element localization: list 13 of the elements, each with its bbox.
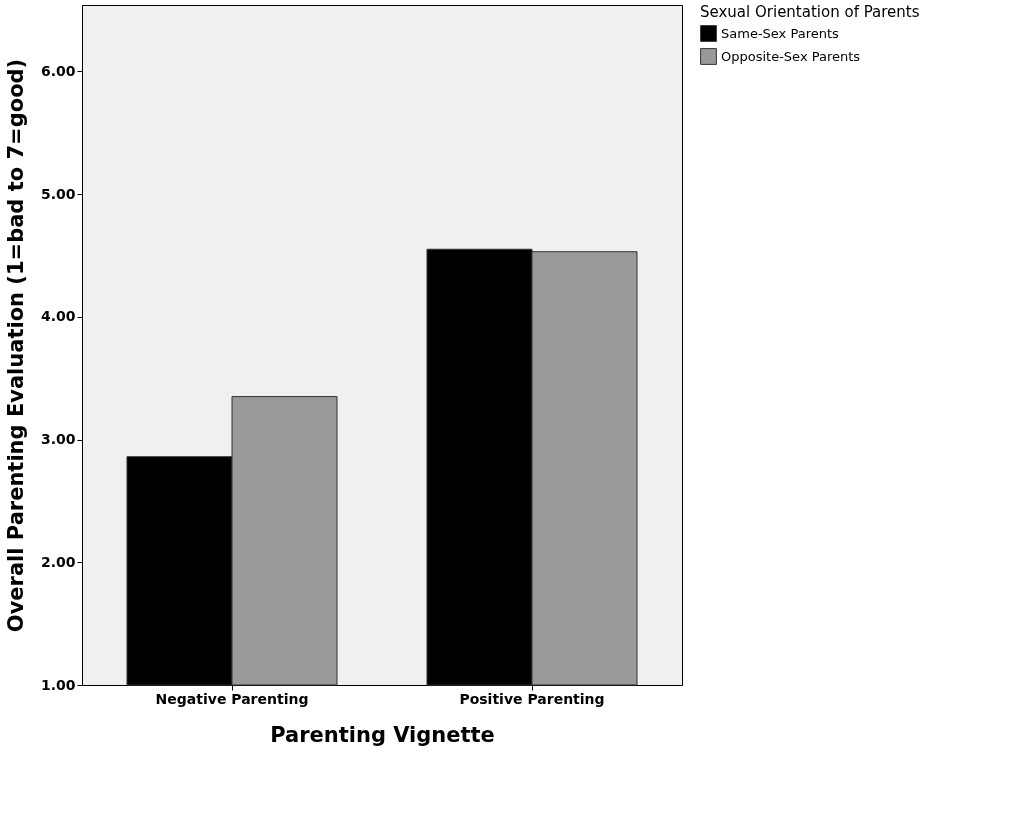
x-tick-label: Negative Parenting [155,690,309,707]
y-tick-label: 2.00 [40,553,76,570]
legend-label: Opposite-Sex Parents [721,48,861,64]
y-tick-label: 4.00 [40,308,76,325]
y-axis-title: Overall Parenting Evaluation (1=bad to 7=good) [3,58,28,633]
y-tick-label: 6.00 [40,62,76,79]
y-tick-label: 1.00 [40,676,76,693]
y-tick-label: 3.00 [40,431,76,448]
legend-title: Sexual Orientation of Parents [700,3,920,21]
legend-label: Same-Sex Parents [721,25,840,41]
x-tick-label: Positive Parenting [459,690,605,707]
y-tick-label: 5.00 [40,185,76,202]
x-axis-title: Parenting Vignette [270,722,495,747]
